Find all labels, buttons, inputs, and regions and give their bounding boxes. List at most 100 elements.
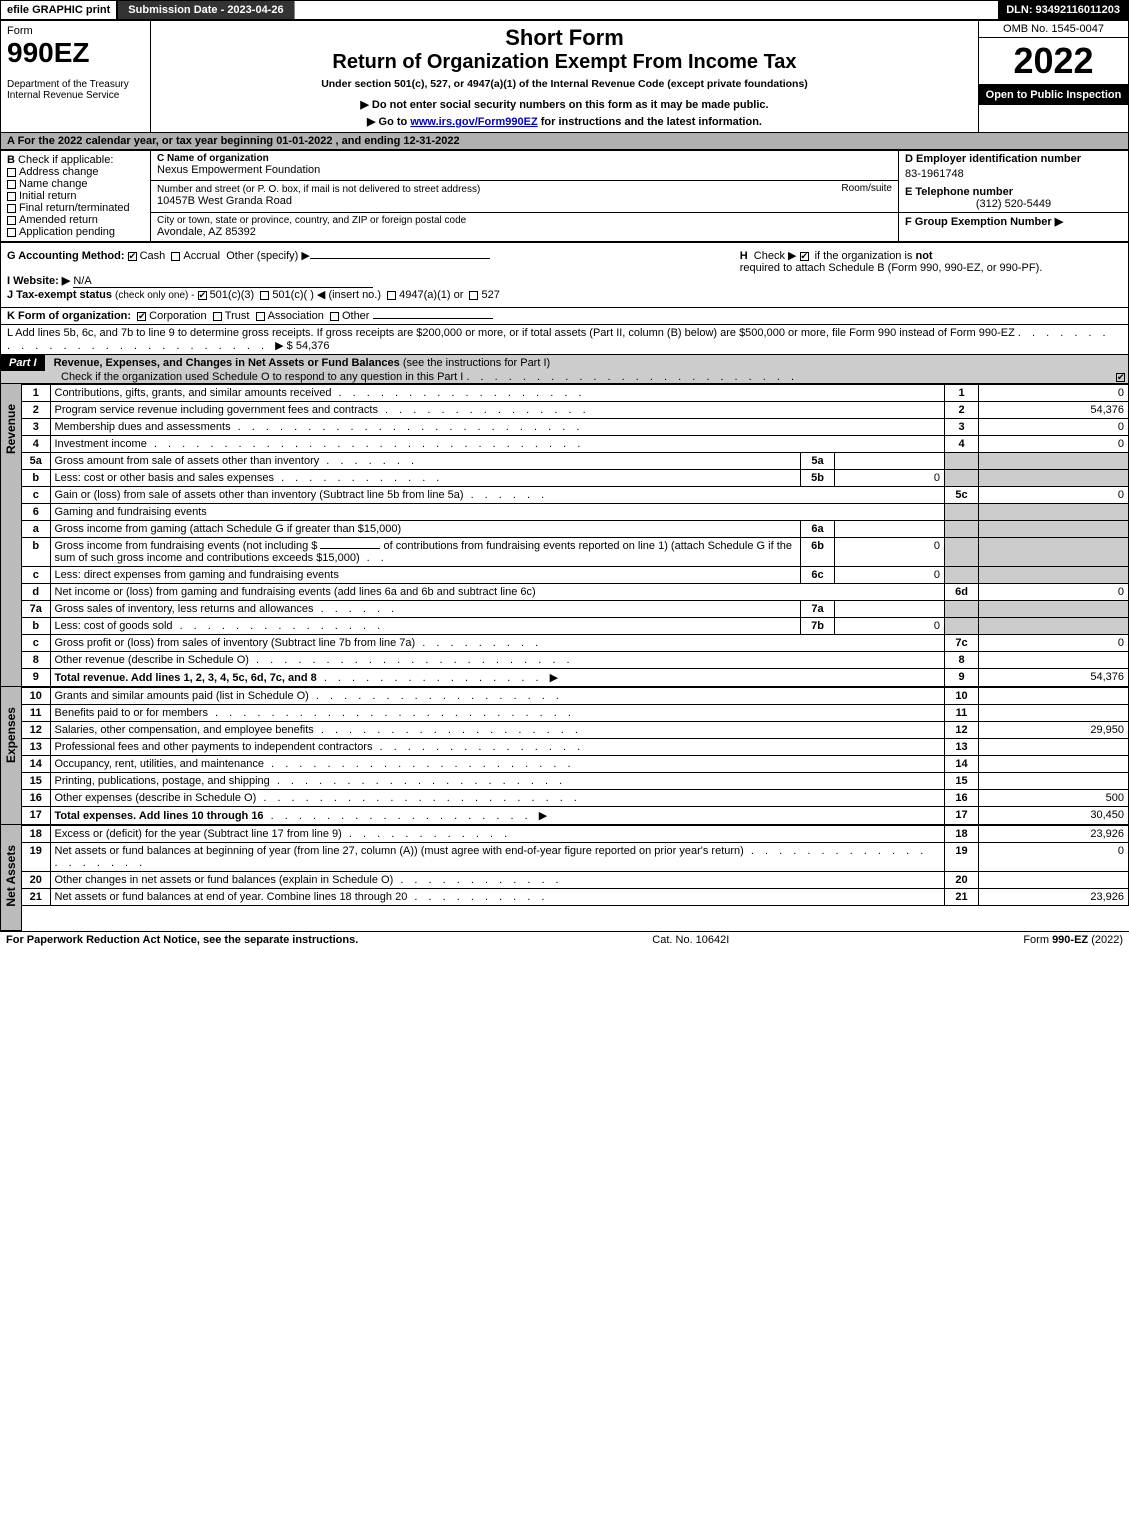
expenses-side-tab: Expenses	[0, 687, 22, 825]
note2-pre: ▶ Go to	[367, 116, 410, 128]
line-14-mid: 14	[945, 756, 979, 773]
part-i-instr: (see the instructions for Part I)	[403, 357, 550, 369]
address-change-checkbox[interactable]	[7, 168, 16, 177]
initial-return-checkbox[interactable]	[7, 192, 16, 201]
line-6b-blank[interactable]	[320, 548, 380, 549]
other-org-label: Other	[342, 310, 370, 322]
line-14-value	[979, 756, 1129, 773]
association-checkbox[interactable]	[256, 312, 265, 321]
footer-right-pre: Form	[1023, 934, 1052, 946]
dln-label: DLN: 93492116011203	[998, 1, 1128, 19]
h-if-org: if the organization is	[815, 250, 916, 262]
other-org-input[interactable]	[373, 318, 493, 319]
other-org-checkbox[interactable]	[330, 312, 339, 321]
other-specify-input[interactable]	[310, 258, 490, 259]
line-5b-subval: 0	[835, 470, 945, 487]
initial-return-label: Initial return	[19, 190, 76, 202]
irs-link[interactable]: www.irs.gov/Form990EZ	[410, 116, 537, 128]
line-14-label: Occupancy, rent, utilities, and maintena…	[55, 758, 265, 770]
schedule-b-checkbox[interactable]	[800, 252, 809, 261]
line-19-num: 19	[22, 843, 50, 872]
line-21-mid: 21	[945, 889, 979, 906]
d-ein-label: D Employer identification number	[905, 153, 1122, 165]
line-17-num: 17	[22, 807, 50, 825]
part-i-dots: . . . . . . . . . . . . . . . . . . . . …	[466, 371, 798, 383]
trust-checkbox[interactable]	[213, 312, 222, 321]
line-6c-subval: 0	[835, 567, 945, 584]
amended-return-checkbox[interactable]	[7, 216, 16, 225]
line-6b-shade	[945, 538, 979, 567]
line-19-label: Net assets or fund balances at beginning…	[55, 845, 744, 857]
line-3-label: Membership dues and assessments	[55, 421, 231, 433]
line-11-mid: 11	[945, 705, 979, 722]
expenses-lines: 10Grants and similar amounts paid (list …	[22, 687, 1129, 825]
inspection-badge: Open to Public Inspection	[979, 84, 1128, 105]
footer-right-post: (2022)	[1088, 934, 1123, 946]
l-value: ▶ $ 54,376	[275, 340, 329, 352]
revenue-lines: 1Contributions, gifts, grants, and simil…	[22, 384, 1129, 687]
line-6b-num: b	[22, 538, 50, 567]
line-6c-sub: 6c	[801, 567, 835, 584]
cash-label: Cash	[140, 250, 166, 262]
line-6a-num: a	[22, 521, 50, 538]
line-2-mid: 2	[945, 402, 979, 419]
line-5c-label: Gain or (loss) from sale of assets other…	[55, 489, 464, 501]
line-5c-num: c	[22, 487, 50, 504]
line-7c-value: 0	[979, 635, 1129, 652]
line-5c-value: 0	[979, 487, 1129, 504]
line-6-num: 6	[22, 504, 50, 521]
expenses-side-label: Expenses	[4, 687, 18, 783]
accrual-checkbox[interactable]	[171, 252, 180, 261]
line-2-num: 2	[22, 402, 50, 419]
revenue-side-label: Revenue	[4, 384, 18, 474]
final-return-checkbox[interactable]	[7, 204, 16, 213]
corporation-checkbox[interactable]	[137, 312, 146, 321]
identity-block: B Check if applicable: Address change Na…	[0, 150, 1129, 242]
line-6-shade	[945, 504, 979, 521]
line-14-num: 14	[22, 756, 50, 773]
line-9-mid: 9	[945, 669, 979, 687]
line-6d-mid: 6d	[945, 584, 979, 601]
line-18-mid: 18	[945, 826, 979, 843]
line-10-value	[979, 688, 1129, 705]
ein-value: 83-1961748	[905, 168, 1122, 180]
form-number: 990EZ	[7, 37, 144, 69]
corporation-label: Corporation	[149, 310, 206, 322]
line-11-num: 11	[22, 705, 50, 722]
line-8-mid: 8	[945, 652, 979, 669]
accrual-label: Accrual	[183, 250, 220, 262]
line-15-num: 15	[22, 773, 50, 790]
4947-checkbox[interactable]	[387, 291, 396, 300]
501c3-checkbox[interactable]	[198, 291, 207, 300]
application-pending-checkbox[interactable]	[7, 228, 16, 237]
line-12-num: 12	[22, 722, 50, 739]
line-1-value: 0	[979, 385, 1129, 402]
501c-label: 501(c)( ) ◀ (insert no.)	[272, 289, 381, 301]
line-7b-num: b	[22, 618, 50, 635]
name-change-checkbox[interactable]	[7, 180, 16, 189]
line-16-value: 500	[979, 790, 1129, 807]
schedule-o-checkbox[interactable]	[1116, 373, 1125, 382]
line-5a-shade	[945, 453, 979, 470]
line-5b-sub: 5b	[801, 470, 835, 487]
527-checkbox[interactable]	[469, 291, 478, 300]
association-label: Association	[268, 310, 324, 322]
name-change-label: Name change	[19, 178, 88, 190]
line-7b-subval: 0	[835, 618, 945, 635]
line-7a-num: 7a	[22, 601, 50, 618]
efile-label[interactable]: efile GRAPHIC print	[1, 1, 118, 19]
line-18-value: 23,926	[979, 826, 1129, 843]
line-7a-subval	[835, 601, 945, 618]
j-note: (check only one) -	[115, 290, 194, 301]
line-6b-sub: 6b	[801, 538, 835, 567]
street-value: 10457B West Granda Road	[157, 195, 292, 207]
line-5a-subval	[835, 453, 945, 470]
line-13-num: 13	[22, 739, 50, 756]
street-label: Number and street (or P. O. box, if mail…	[157, 184, 480, 195]
cash-checkbox[interactable]	[128, 252, 137, 261]
revenue-side-tab: Revenue	[0, 384, 22, 687]
line-20-num: 20	[22, 872, 50, 889]
501c-checkbox[interactable]	[260, 291, 269, 300]
line-9-value: 54,376	[979, 669, 1129, 687]
instructions-note: ▶ Go to www.irs.gov/Form990EZ for instru…	[157, 115, 972, 128]
